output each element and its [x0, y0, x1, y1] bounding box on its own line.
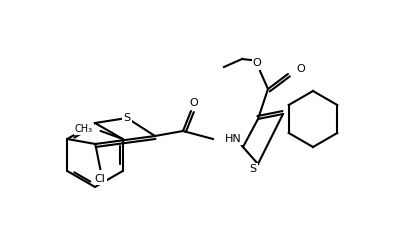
Text: Cl: Cl	[95, 174, 106, 184]
Text: O: O	[296, 64, 305, 74]
Text: O: O	[189, 98, 198, 108]
Text: CH₃: CH₃	[75, 124, 93, 134]
Text: S: S	[249, 164, 257, 174]
Text: O: O	[252, 58, 261, 68]
Text: HN: HN	[225, 134, 242, 144]
Text: S: S	[124, 113, 130, 123]
